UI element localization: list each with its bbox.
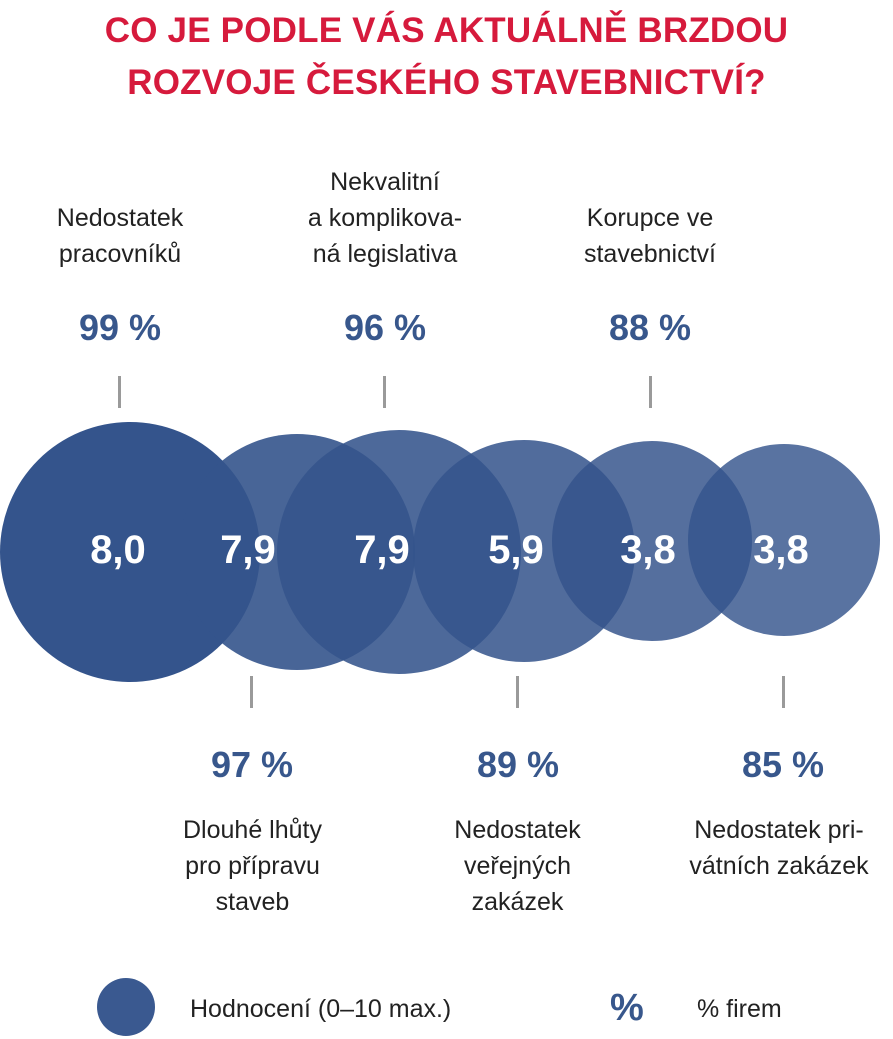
rating-value: 3,8 [753, 528, 809, 572]
legend-text-percent: % firem [697, 995, 782, 1023]
percent-label-privatni-zakazky: 85 % [741, 744, 825, 785]
category-label-korupce: Korupce ve stavebnictví [583, 204, 716, 268]
rating-value: 8,0 [90, 528, 146, 572]
rating-value: 5,9 [488, 528, 544, 572]
chart-title-line-2: ROZVOJE ČESKÉHO STAVEBNICTVÍ? [127, 63, 766, 102]
bubble-privatni-zakazky [688, 444, 880, 636]
percent-label-verejne-zakazky: 89 % [476, 744, 560, 785]
category-label-verejne-zakazky: Nedostatek veřejných zakázek [454, 816, 581, 916]
connector-tick [118, 376, 121, 408]
connector-tick [782, 676, 785, 708]
bubble-row: 8,0 7,9 7,9 5,9 3,8 3,8 [0, 400, 893, 700]
rating-value: 7,9 [354, 528, 410, 572]
percent-label-dlouhe-lhuty: 97 % [210, 744, 294, 785]
rating-value: 7,9 [220, 528, 276, 572]
percent-label-korupce: 88 % [608, 307, 692, 348]
category-label-nedostatek-pracovniku: Nedostatek pracovníků [56, 204, 184, 268]
category-label-privatni-zakazky: Nedostatek pri- vátních zakázek [689, 816, 869, 880]
legend-text-rating: Hodnocení (0–10 max.) [190, 995, 452, 1023]
connector-tick [383, 376, 386, 408]
rating-value: 3,8 [620, 528, 676, 572]
chart-title-line-1: CO JE PODLE VÁS AKTUÁLNĚ BRZDOU [104, 11, 789, 50]
percent-label-legislativa: 96 % [343, 307, 427, 348]
legend-bubble-swatch [97, 978, 155, 1036]
connector-tick [649, 376, 652, 408]
category-label-dlouhe-lhuty: Dlouhé lhůty pro přípravu staveb [183, 816, 322, 916]
connector-tick [250, 676, 253, 708]
legend-percent-symbol: % [610, 987, 644, 1029]
connector-tick [516, 676, 519, 708]
category-label-legislativa: Nekvalitní a komplikova- ná legislativa [307, 168, 463, 268]
percent-label-nedostatek-pracovniku: 99 % [78, 307, 162, 348]
